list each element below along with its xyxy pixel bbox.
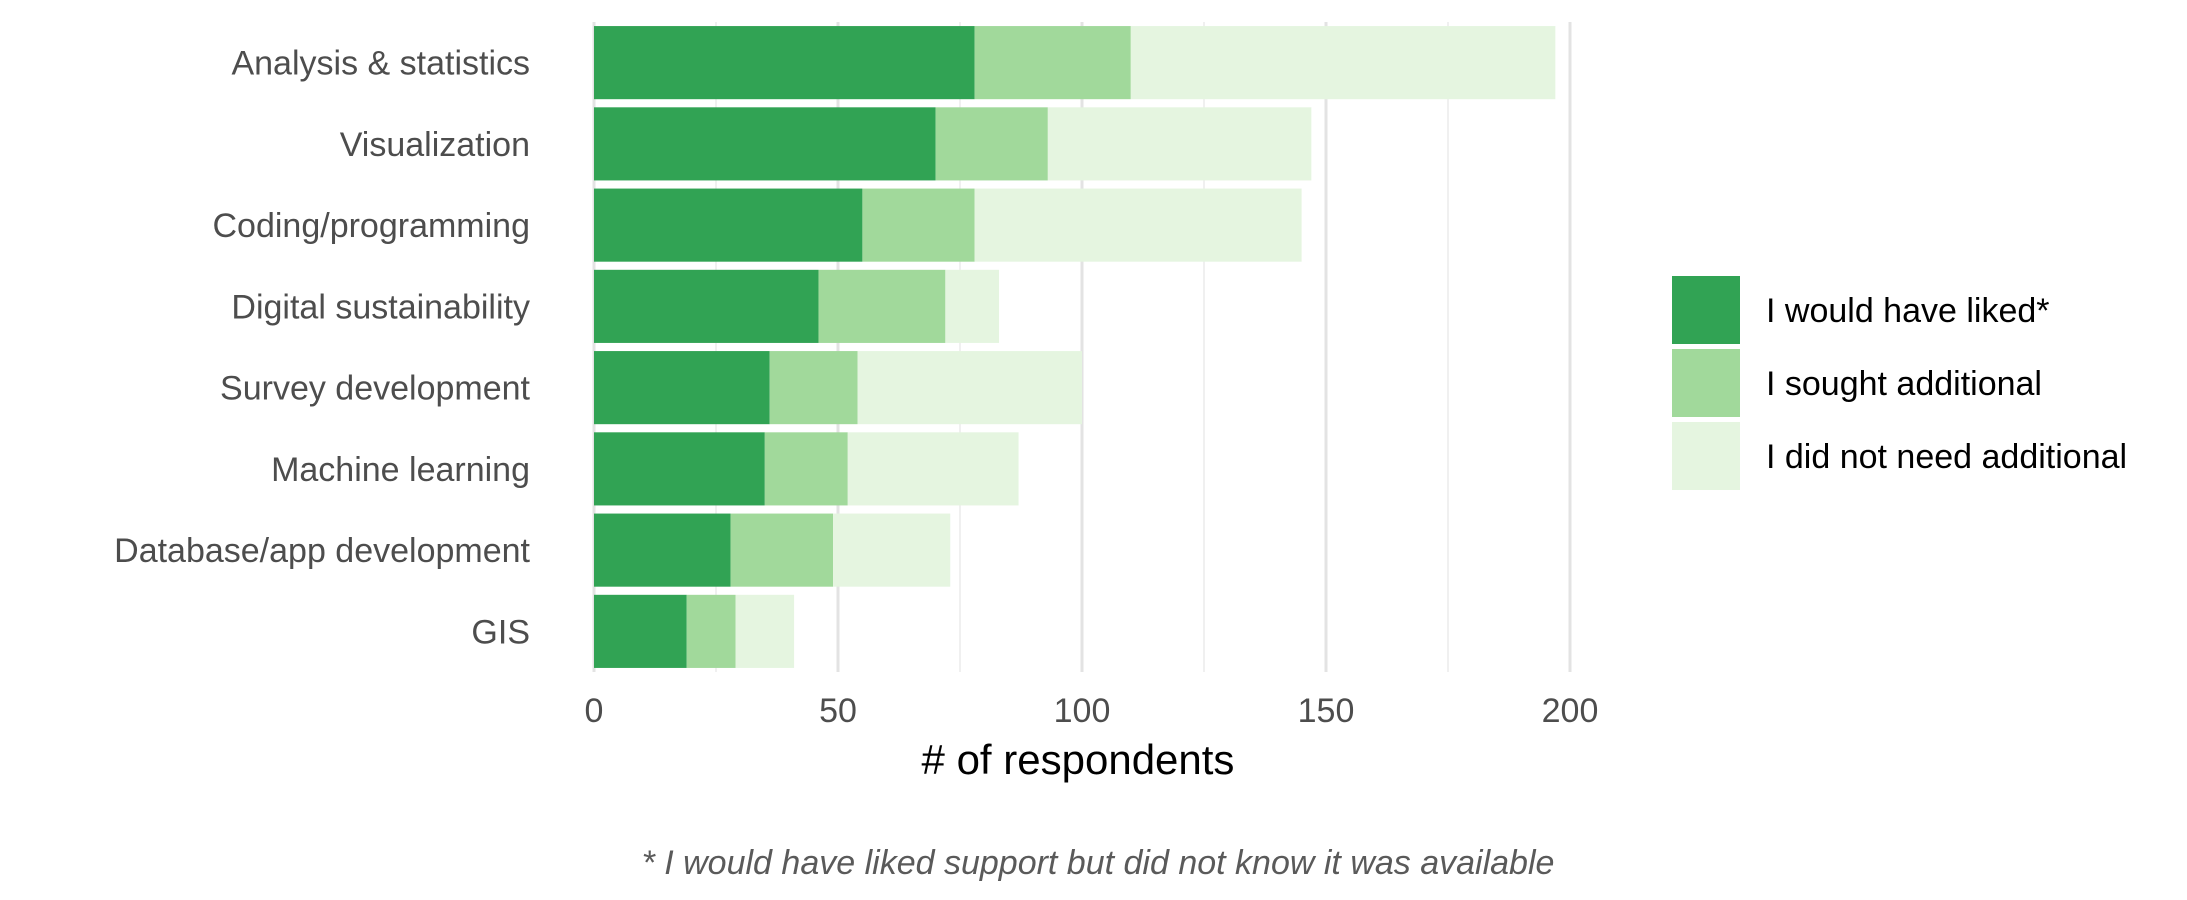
category-label: Digital sustainability <box>231 288 530 326</box>
category-label: GIS <box>471 613 530 651</box>
x-tick-label: 150 <box>1298 692 1355 730</box>
legend-label: I would have liked* <box>1766 292 2050 330</box>
category-label: Analysis & statistics <box>231 45 530 83</box>
bar-segment <box>730 513 834 587</box>
x-tick-labels: 0 50 100 150 200 <box>585 692 1599 730</box>
bar-segment <box>935 107 1048 181</box>
bar-segment <box>594 351 770 425</box>
category-label: Visualization <box>340 126 530 164</box>
bar-segment <box>686 594 736 668</box>
x-axis-title: # of respondents <box>922 736 1235 783</box>
legend: I would have liked* I sought additional I … <box>1672 276 2127 490</box>
bar-segment <box>594 432 765 506</box>
bars <box>594 26 1556 668</box>
category-label: Machine learning <box>271 451 530 489</box>
bar-segment <box>818 269 946 343</box>
bar-segment <box>594 269 819 343</box>
bar-segment <box>594 513 731 587</box>
bar-segment <box>1130 26 1556 100</box>
bar-segment <box>974 188 1302 262</box>
category-label: Database/app development <box>114 532 530 570</box>
legend-key <box>1672 422 1740 490</box>
bar-segment <box>594 107 936 181</box>
x-tick-label: 50 <box>819 692 857 730</box>
legend-key <box>1672 349 1740 417</box>
legend-label: I sought additional <box>1766 365 2042 403</box>
category-label: Coding/programming <box>213 207 531 245</box>
bar-segment <box>857 351 1082 425</box>
x-tick-label: 200 <box>1542 692 1599 730</box>
chart-caption: * I would have liked support but did not… <box>642 844 1555 882</box>
x-tick-label: 100 <box>1054 692 1111 730</box>
bar-segment <box>1047 107 1312 181</box>
legend-label: I did not need additional <box>1766 438 2127 476</box>
legend-key <box>1672 276 1740 344</box>
bar-segment <box>769 351 858 425</box>
bar-segment <box>594 594 687 668</box>
bar-segment <box>833 513 951 587</box>
bar-segment <box>945 269 1000 343</box>
x-tick-label: 0 <box>585 692 604 730</box>
category-labels: Analysis & statistics Visualization Coding… <box>114 45 530 652</box>
bar-segment <box>974 26 1131 100</box>
bar-segment <box>862 188 975 262</box>
bar-segment <box>735 594 795 668</box>
bar-segment <box>594 26 975 100</box>
category-label: Survey development <box>220 370 531 408</box>
bar-segment <box>594 188 863 262</box>
bar-segment <box>847 432 1019 506</box>
bar-segment <box>764 432 848 506</box>
